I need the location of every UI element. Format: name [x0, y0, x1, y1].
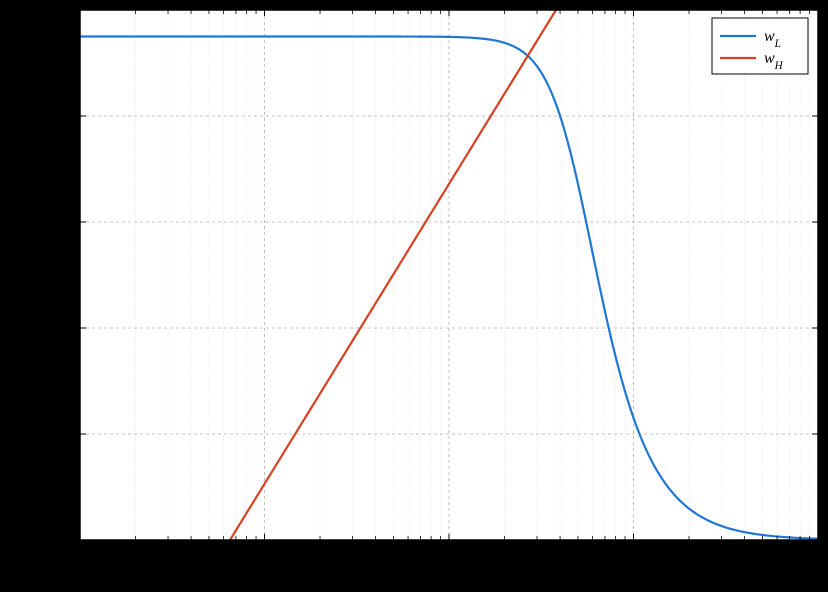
y-tick-label: 0.2 [53, 428, 71, 443]
x-axis-label: f [Hz] [430, 572, 468, 589]
y-tick-label: 0.8 [53, 110, 71, 125]
bode-gain-chart: 10010110210310400.20.40.60.81f [Hz]gainw… [0, 0, 828, 592]
legend: wLwH [712, 18, 808, 74]
y-tick-label: 0.6 [53, 216, 71, 231]
y-axis-label: gain [17, 261, 34, 289]
y-tick-label: 1 [63, 4, 70, 19]
y-tick-label: 0.4 [53, 322, 71, 337]
chart-svg: 10010110210310400.20.40.60.81f [Hz]gainw… [0, 0, 828, 592]
y-tick-label: 0 [63, 534, 70, 549]
